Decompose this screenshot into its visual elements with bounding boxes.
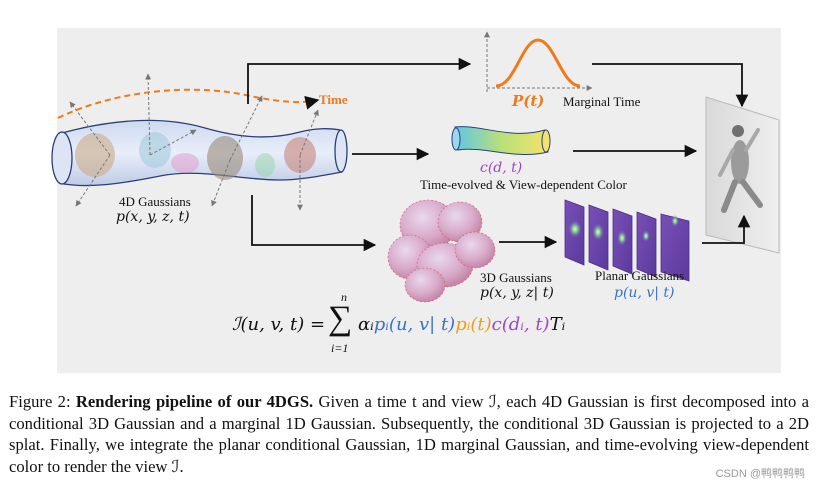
gaussian-4d-tube [51,119,348,187]
time-arrow [57,88,320,119]
planar-term: pᵢ(u, v| t) [373,314,456,335]
gaussians-4d-label: 4D Gaussians [119,194,191,209]
transmittance-term: Tᵢ [549,314,566,335]
time-label: Time [319,92,348,107]
color-tube [451,126,551,155]
gaussian-3d-cluster [387,199,496,303]
marginal-time-plot [484,31,593,92]
color-module-label: Time-evolved & View-dependent Color [420,177,627,192]
color-term: c(dᵢ, t) [491,314,550,335]
color-term-symbol: c(d, t) [480,160,523,176]
caption-bold: Rendering pipeline of our 4DGS. [75,392,314,411]
gaussians-3d-symbol: p(x, y, z| t) [480,285,554,301]
caption-prefix: Figure 2: [9,392,76,411]
watermark: CSDN @鸭鸭鸭鸭 [715,468,805,480]
equation-lhs: ℐ(u, v, t) = [232,314,326,335]
marginal-time-label: Marginal Time [563,94,641,109]
equation-rhs: αᵢpᵢ(u, v| t)pᵢ(t)c(dᵢ, t)Tᵢ [358,314,565,335]
planar-gaussians-symbol: p(u, v| t) [614,285,675,301]
sum-upper: n [341,290,347,304]
rendered-view [705,96,780,254]
figure-panel [57,28,781,373]
time-term: pᵢ(t) [455,314,492,335]
sum-symbol: ∑ [328,300,353,337]
gaussians-3d-label: 3D Gaussians [480,270,552,285]
planar-gaussians-label: Planar Gaussians [595,268,685,283]
planar-gaussians [564,199,690,282]
flow-arrows [247,57,751,252]
figure-caption: Figure 2: Rendering pipeline of our 4DGS… [9,391,809,478]
sum-lower: i=1 [331,341,349,355]
alpha-term: αᵢ [358,314,374,335]
caption-body: Given a time t and view ℐ, each 4D Gauss… [9,392,809,477]
marginal-time-symbol: P(t) [512,92,545,110]
gaussians-4d-symbol: p(x, y, z, t) [116,209,190,225]
